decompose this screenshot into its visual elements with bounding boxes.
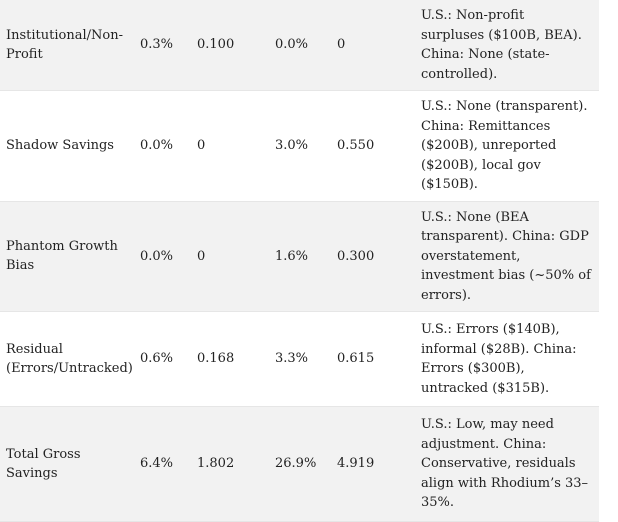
notes-cell: U.S.: None (BEA transparent). China: GDP… bbox=[417, 201, 599, 312]
china-value-cell: 0.300 bbox=[337, 201, 417, 312]
china-value-cell: 4.919 bbox=[337, 406, 417, 522]
notes-cell: U.S.: Low, may need adjustment. China: C… bbox=[417, 406, 599, 522]
us-value-cell: 0 bbox=[197, 90, 275, 202]
china-pct-cell: 26.9% bbox=[275, 406, 337, 522]
category-cell: Phantom Growth Bias bbox=[0, 201, 140, 312]
us-pct-cell: 0.0% bbox=[140, 201, 197, 312]
us-value-cell: 0.100 bbox=[197, 0, 275, 91]
table-row: Total Gross Savings 6.4% 1.802 26.9% 4.9… bbox=[0, 406, 599, 522]
china-value-cell: 0.550 bbox=[337, 90, 417, 202]
savings-table: Institutional/Non-Profit 0.3% 0.100 0.0%… bbox=[0, 0, 599, 522]
notes-cell: U.S.: None (transparent). China: Remitta… bbox=[417, 90, 599, 202]
china-value-cell: 0.615 bbox=[337, 311, 417, 407]
china-pct-cell: 3.3% bbox=[275, 311, 337, 407]
china-pct-cell: 0.0% bbox=[275, 0, 337, 91]
table-row: Residual (Errors/Untracked) 0.6% 0.168 3… bbox=[0, 311, 599, 407]
us-pct-cell: 0.6% bbox=[140, 311, 197, 407]
china-value-cell: 0 bbox=[337, 0, 417, 91]
table-row: Shadow Savings 0.0% 0 3.0% 0.550 U.S.: N… bbox=[0, 90, 599, 202]
us-value-cell: 0 bbox=[197, 201, 275, 312]
category-cell: Shadow Savings bbox=[0, 90, 140, 202]
us-pct-cell: 6.4% bbox=[140, 406, 197, 522]
us-value-cell: 1.802 bbox=[197, 406, 275, 522]
category-cell: Total Gross Savings bbox=[0, 406, 140, 522]
table-row: Institutional/Non-Profit 0.3% 0.100 0.0%… bbox=[0, 0, 599, 91]
us-pct-cell: 0.0% bbox=[140, 90, 197, 202]
china-pct-cell: 1.6% bbox=[275, 201, 337, 312]
category-cell: Institutional/Non-Profit bbox=[0, 0, 140, 91]
table-row: Phantom Growth Bias 0.0% 0 1.6% 0.300 U.… bbox=[0, 201, 599, 312]
china-pct-cell: 3.0% bbox=[275, 90, 337, 202]
us-pct-cell: 0.3% bbox=[140, 0, 197, 91]
notes-cell: U.S.: Non-profit surpluses ($100B, BEA).… bbox=[417, 0, 599, 91]
us-value-cell: 0.168 bbox=[197, 311, 275, 407]
notes-cell: U.S.: Errors ($140B), informal ($28B). C… bbox=[417, 311, 599, 407]
category-cell: Residual (Errors/Untracked) bbox=[0, 311, 140, 407]
